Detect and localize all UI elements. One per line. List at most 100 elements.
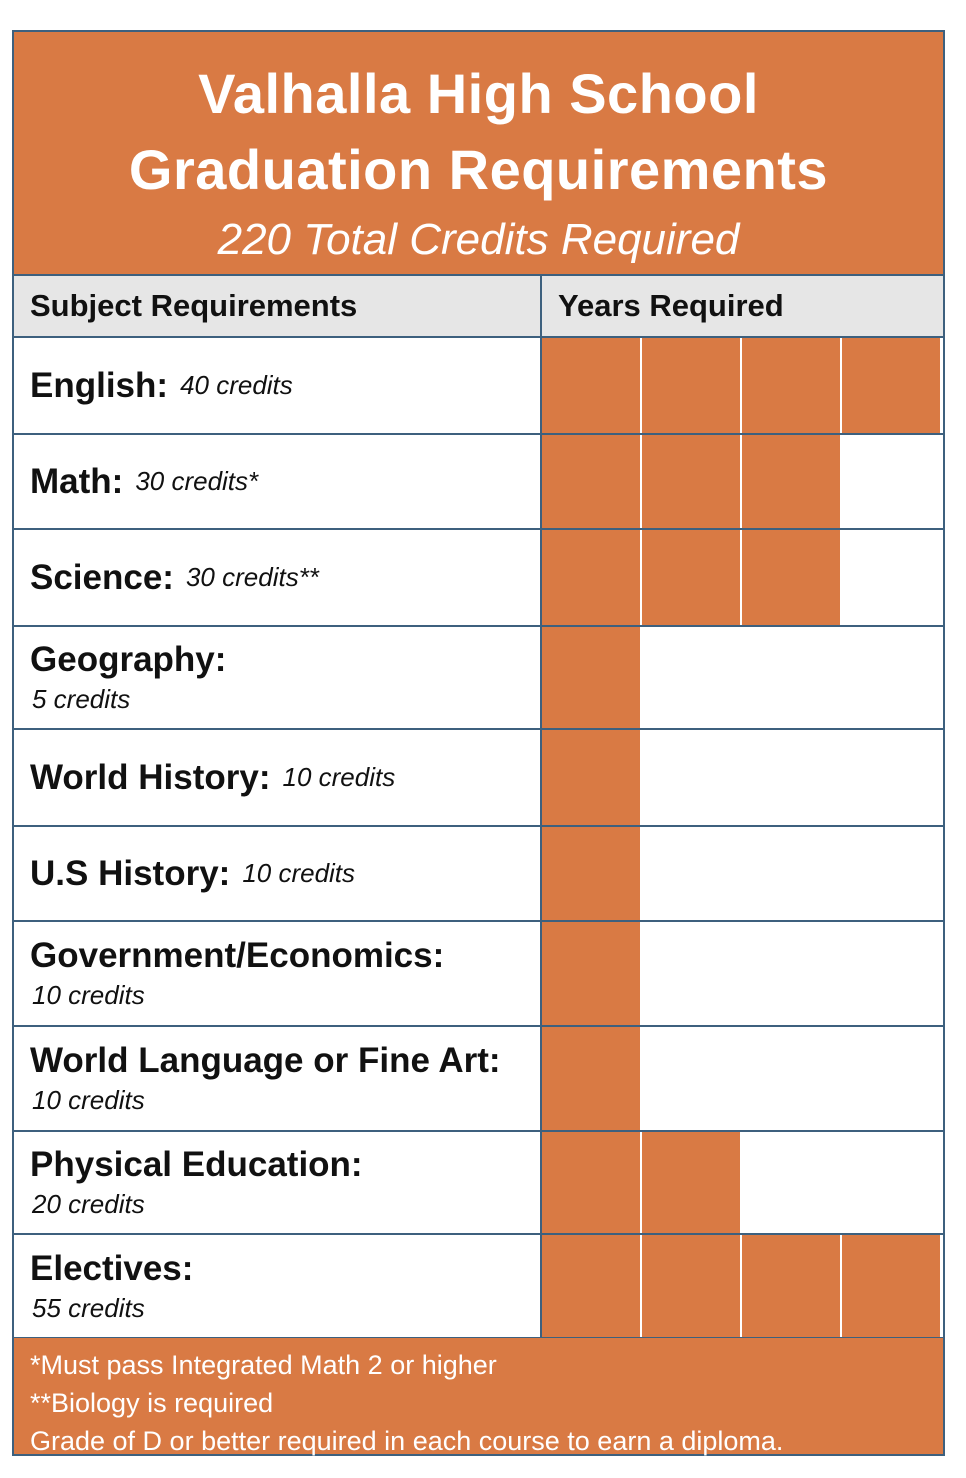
subject-credits: 20 credits bbox=[32, 1189, 145, 1219]
year-block-filled bbox=[742, 1235, 842, 1337]
subject-credits: 10 credits bbox=[242, 858, 356, 888]
footnotes: *Must pass Integrated Math 2 or higher **… bbox=[14, 1338, 943, 1456]
years-column-header: Years Required bbox=[558, 288, 784, 323]
table-row: Government/Economics: 10 credits bbox=[14, 922, 943, 1027]
year-block-filled bbox=[542, 435, 642, 528]
year-block-filled bbox=[642, 530, 742, 625]
years-bar bbox=[542, 1132, 943, 1233]
table-row: Physical Education: 20 credits bbox=[14, 1132, 943, 1235]
year-block-empty bbox=[742, 922, 842, 1025]
table-row: English: 40 credits bbox=[14, 338, 943, 435]
year-block-filled bbox=[842, 338, 942, 433]
subject-column-header: Subject Requirements bbox=[14, 276, 542, 336]
requirements-sheet: Valhalla High School Graduation Requirem… bbox=[12, 30, 945, 1456]
year-block-empty bbox=[642, 730, 742, 825]
year-block-filled bbox=[542, 827, 642, 920]
subject-name: English: bbox=[30, 365, 169, 405]
year-block-empty bbox=[842, 627, 942, 728]
table-row: Math: 30 credits* bbox=[14, 435, 943, 530]
years-bar bbox=[542, 338, 943, 433]
title-banner: Valhalla High School Graduation Requirem… bbox=[14, 32, 943, 276]
year-block-empty bbox=[742, 730, 842, 825]
year-block-filled bbox=[642, 435, 742, 528]
table-row: Science: 30 credits** bbox=[14, 530, 943, 627]
footnote-line: Grade of D or better required in each co… bbox=[30, 1426, 784, 1456]
year-block-empty bbox=[842, 730, 942, 825]
table-row: Geography: 5 credits bbox=[14, 627, 943, 730]
year-block-filled bbox=[542, 627, 642, 728]
year-block-filled bbox=[542, 530, 642, 625]
year-block-empty bbox=[842, 530, 942, 625]
subject-name: Science: bbox=[30, 557, 174, 597]
year-block-empty bbox=[742, 1132, 842, 1233]
subject-cell: U.S History: 10 credits bbox=[14, 827, 542, 920]
years-bar bbox=[542, 922, 943, 1025]
subject-credits: 10 credits bbox=[32, 1085, 145, 1115]
table-row: World Language or Fine Art: 10 credits bbox=[14, 1027, 943, 1132]
subject-cell: World History: 10 credits bbox=[14, 730, 542, 825]
year-block-filled bbox=[742, 435, 842, 528]
year-block-filled bbox=[642, 338, 742, 433]
subject-cell: English: 40 credits bbox=[14, 338, 542, 433]
subject-credits: 55 credits bbox=[32, 1292, 145, 1323]
year-block-filled bbox=[742, 530, 842, 625]
subject-credits: 30 credits* bbox=[135, 466, 259, 496]
year-block-filled bbox=[542, 1235, 642, 1337]
year-block-empty bbox=[642, 627, 742, 728]
year-block-empty bbox=[842, 827, 942, 920]
subject-name: World History: bbox=[30, 757, 271, 797]
year-block-empty bbox=[742, 1027, 842, 1130]
years-bar bbox=[542, 627, 943, 728]
table-row: World History: 10 credits bbox=[14, 730, 943, 827]
subject-name: Government/Economics: bbox=[30, 936, 445, 975]
table-header: Subject Requirements Years Required bbox=[14, 276, 943, 338]
years-bar bbox=[542, 730, 943, 825]
year-block-filled bbox=[542, 730, 642, 825]
year-block-filled bbox=[842, 1235, 942, 1337]
years-bar bbox=[542, 827, 943, 920]
subject-cell: Science: 30 credits** bbox=[14, 530, 542, 625]
year-block-filled bbox=[742, 338, 842, 433]
total-credits-subtitle: 220 Total Credits Required bbox=[217, 215, 740, 264]
table-row: U.S History: 10 credits bbox=[14, 827, 943, 922]
requirements-table: English: 40 credits Math: 30 credits* Scienc… bbox=[14, 338, 943, 1339]
subject-cell: Geography: 5 credits bbox=[14, 627, 542, 728]
years-bar bbox=[542, 435, 943, 528]
subject-cell: Government/Economics: 10 credits bbox=[14, 922, 542, 1025]
subject-cell: World Language or Fine Art: 10 credits bbox=[14, 1027, 542, 1130]
year-block-empty bbox=[842, 922, 942, 1025]
year-block-filled bbox=[642, 1235, 742, 1337]
subject-credits: 40 credits bbox=[180, 370, 293, 400]
year-block-empty bbox=[842, 1132, 942, 1233]
subject-cell: Math: 30 credits* bbox=[14, 435, 542, 528]
years-bar bbox=[542, 530, 943, 625]
year-block-empty bbox=[842, 435, 942, 528]
subject-credits: 10 credits bbox=[32, 980, 145, 1010]
years-bar bbox=[542, 1235, 943, 1337]
year-block-empty bbox=[842, 1027, 942, 1130]
year-block-filled bbox=[642, 1132, 742, 1233]
subject-name: Geography: bbox=[30, 640, 227, 679]
footnote-line: **Biology is required bbox=[30, 1388, 274, 1418]
subject-credits: 5 credits bbox=[32, 684, 131, 714]
subject-credits: 30 credits** bbox=[185, 562, 319, 592]
year-block-empty bbox=[742, 827, 842, 920]
page-title: Graduation Requirements bbox=[128, 138, 829, 201]
subject-credits: 10 credits bbox=[282, 762, 396, 792]
subject-name: Math: bbox=[30, 461, 124, 501]
subject-name: World Language or Fine Art: bbox=[30, 1041, 501, 1080]
year-block-empty bbox=[742, 627, 842, 728]
subject-name: U.S History: bbox=[30, 853, 231, 893]
year-block-empty bbox=[642, 1027, 742, 1130]
footnote-line: *Must pass Integrated Math 2 or higher bbox=[30, 1350, 497, 1380]
table-row: Electives: 55 credits bbox=[14, 1235, 943, 1339]
subject-name: Physical Education: bbox=[30, 1145, 363, 1184]
year-block-filled bbox=[542, 338, 642, 433]
year-block-filled bbox=[542, 922, 642, 1025]
year-block-filled bbox=[542, 1027, 642, 1130]
years-bar bbox=[542, 1027, 943, 1130]
subject-cell: Electives: 55 credits bbox=[14, 1235, 542, 1337]
year-block-filled bbox=[542, 1132, 642, 1233]
year-block-empty bbox=[642, 922, 742, 1025]
year-block-empty bbox=[642, 827, 742, 920]
